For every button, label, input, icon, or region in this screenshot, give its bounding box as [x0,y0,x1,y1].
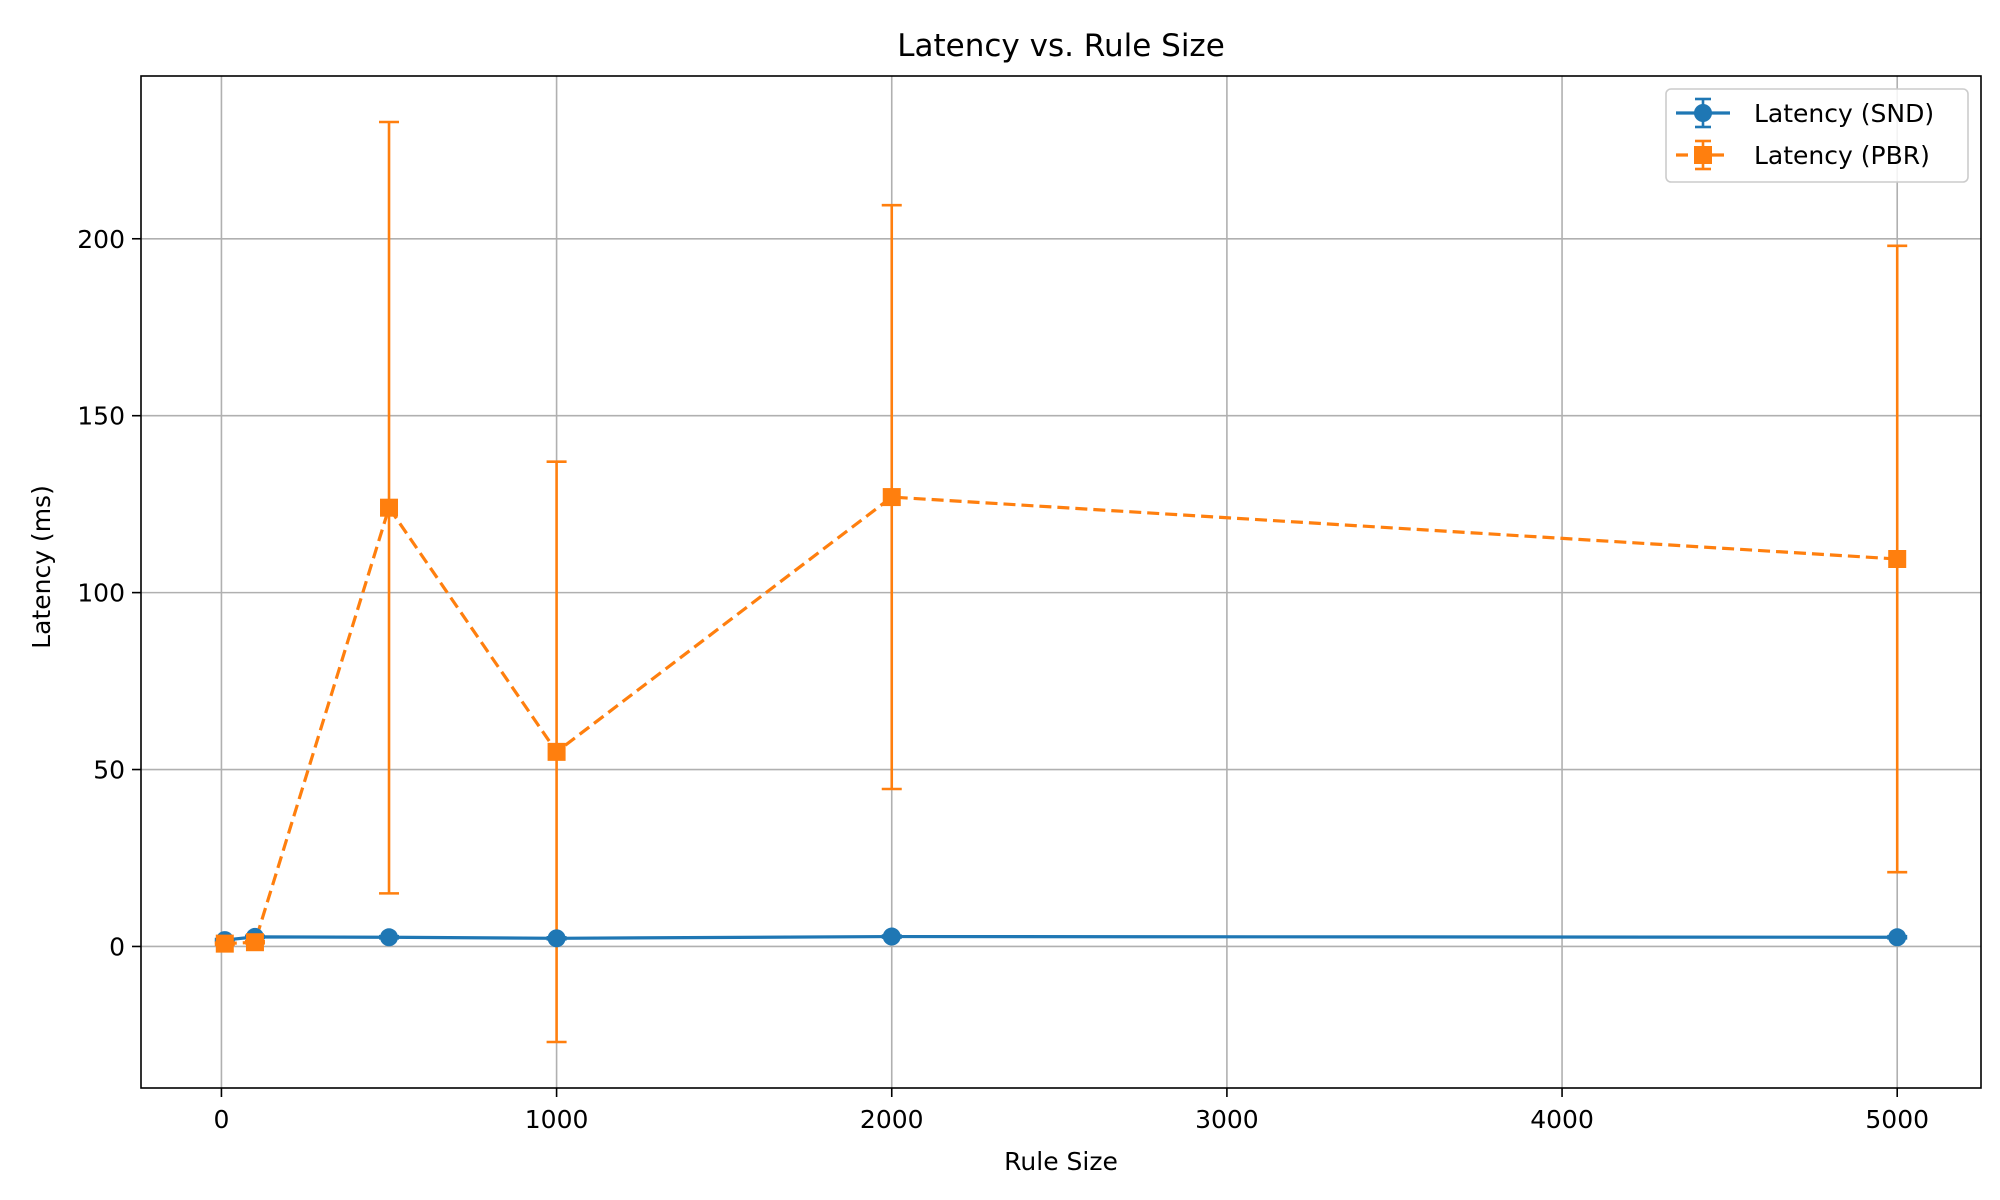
x-tick-label: 4000 [1530,1105,1594,1134]
x-tick-label: 2000 [860,1105,924,1134]
data-point [380,498,399,517]
y-tick-label: 150 [77,402,125,431]
data-point [882,927,901,946]
data-point [882,488,901,507]
legend-marker [1694,146,1712,164]
x-tick-label: 3000 [1195,1105,1259,1134]
data-point [1888,928,1907,947]
plot-frame [140,75,1982,1089]
y-axis-label: Latency (ms) [27,485,56,649]
data-point [547,742,566,761]
data-point [380,928,399,947]
chart-title: Latency vs. Rule Size [897,28,1225,64]
y-axis-ticks: 0 50 100 150 200 [77,225,141,961]
data-point [547,929,566,948]
legend-box [1665,88,1969,183]
legend-marker [1694,104,1712,122]
data-point [245,933,264,952]
y-tick-label: 100 [77,579,125,608]
legend: Latency (SND) Latency (PBR) [1665,88,1969,183]
x-axis-label: Rule Size [1004,1147,1118,1176]
data-point [1888,550,1907,568]
y-tick-label: 200 [77,225,125,254]
y-tick-label: 0 [109,932,125,961]
data-markers [215,488,1907,953]
x-tick-label: 0 [213,1105,229,1134]
x-tick-label: 1000 [525,1105,589,1134]
legend-label: Latency (PBR) [1754,141,1930,170]
legend-label: Latency (SND) [1754,99,1934,128]
legend-entry: Latency (SND) [1676,97,1934,129]
data-point [215,934,234,953]
x-axis-ticks: 0 1000 2000 3000 4000 5000 [213,1088,1929,1134]
legend-entry: Latency (PBR) [1676,139,1930,171]
x-tick-label: 5000 [1865,1105,1929,1134]
y-tick-label: 50 [93,756,125,785]
